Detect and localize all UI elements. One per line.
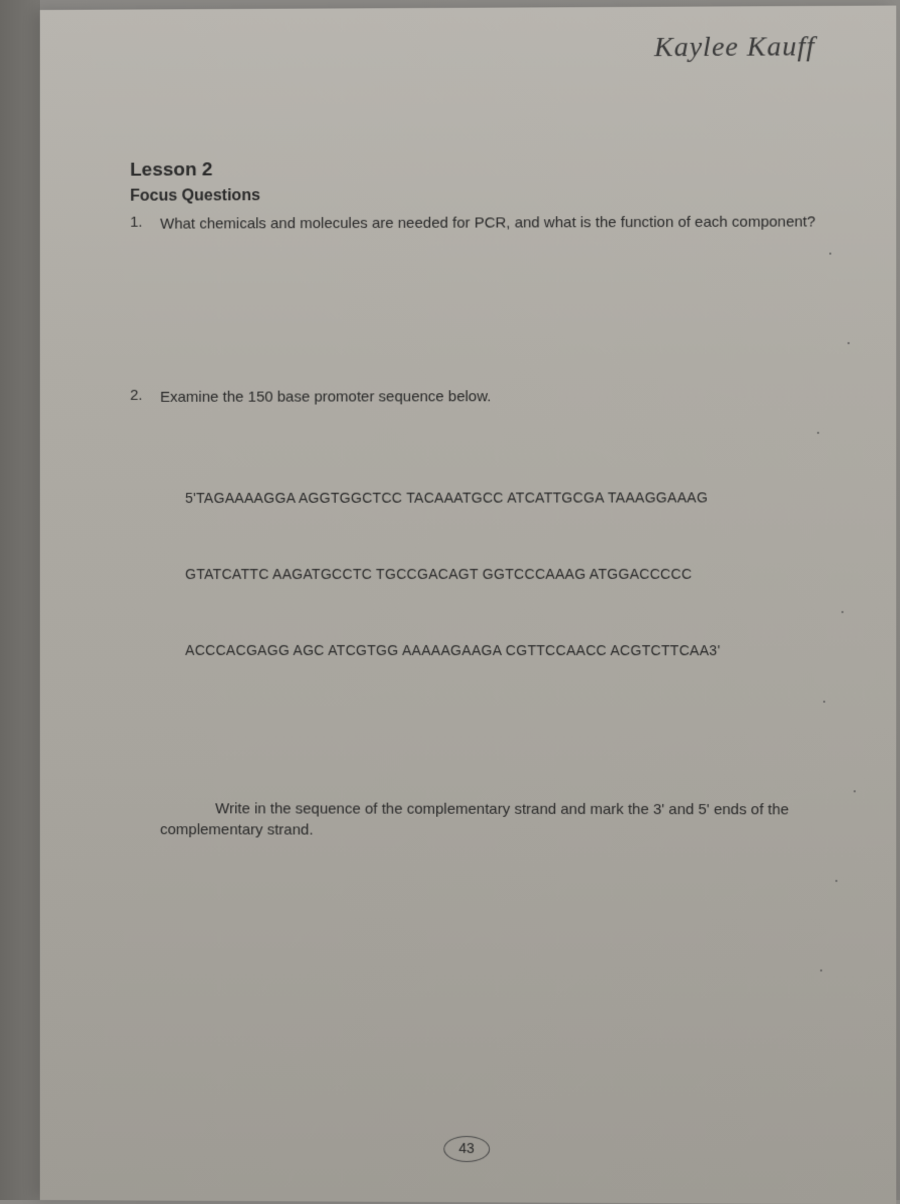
page-number: 43 xyxy=(459,1140,475,1156)
question-number: 2. xyxy=(130,387,148,408)
spacer xyxy=(130,582,835,642)
question-2: 2. Examine the 150 base promoter sequenc… xyxy=(130,385,835,407)
page-number-container: 43 xyxy=(444,1136,490,1162)
question-text: What chemicals and molecules are needed … xyxy=(160,211,815,234)
instruction-text: Write in the sequence of the complementa… xyxy=(160,798,835,841)
page-left-margin xyxy=(0,0,40,1200)
instruction-content: Write in the sequence of the complementa… xyxy=(160,800,789,838)
lesson-title: Lesson 2 xyxy=(130,157,835,182)
answer-space-1 xyxy=(130,245,835,387)
worksheet-page: Kaylee Kauff Lesson 2 Focus Questions 1.… xyxy=(40,6,896,1204)
dna-sequence-line-2: GTATCATTC AAGATGCCTC TGCCGACAGT GGTCCCAA… xyxy=(185,566,835,582)
question-text: Examine the 150 base promoter sequence b… xyxy=(160,386,491,408)
question-number: 1. xyxy=(130,214,148,235)
page-number-oval: 43 xyxy=(444,1136,490,1162)
spacer xyxy=(130,658,835,799)
section-subtitle: Focus Questions xyxy=(130,185,835,206)
question-1: 1. What chemicals and molecules are need… xyxy=(130,211,835,234)
student-name-handwritten: Kaylee Kauff xyxy=(654,31,815,64)
page-content: Lesson 2 Focus Questions 1. What chemica… xyxy=(130,157,835,842)
spacer xyxy=(130,419,835,490)
spacer xyxy=(130,505,835,566)
dna-sequence-line-1: 5'TAGAAAAGGA AGGTGGCTCC TACAAATGCC ATCAT… xyxy=(185,489,835,506)
dna-sequence-line-3: ACCCACGAGG AGC ATCGTGG AAAAAGAAGA CGTTCC… xyxy=(185,642,835,658)
